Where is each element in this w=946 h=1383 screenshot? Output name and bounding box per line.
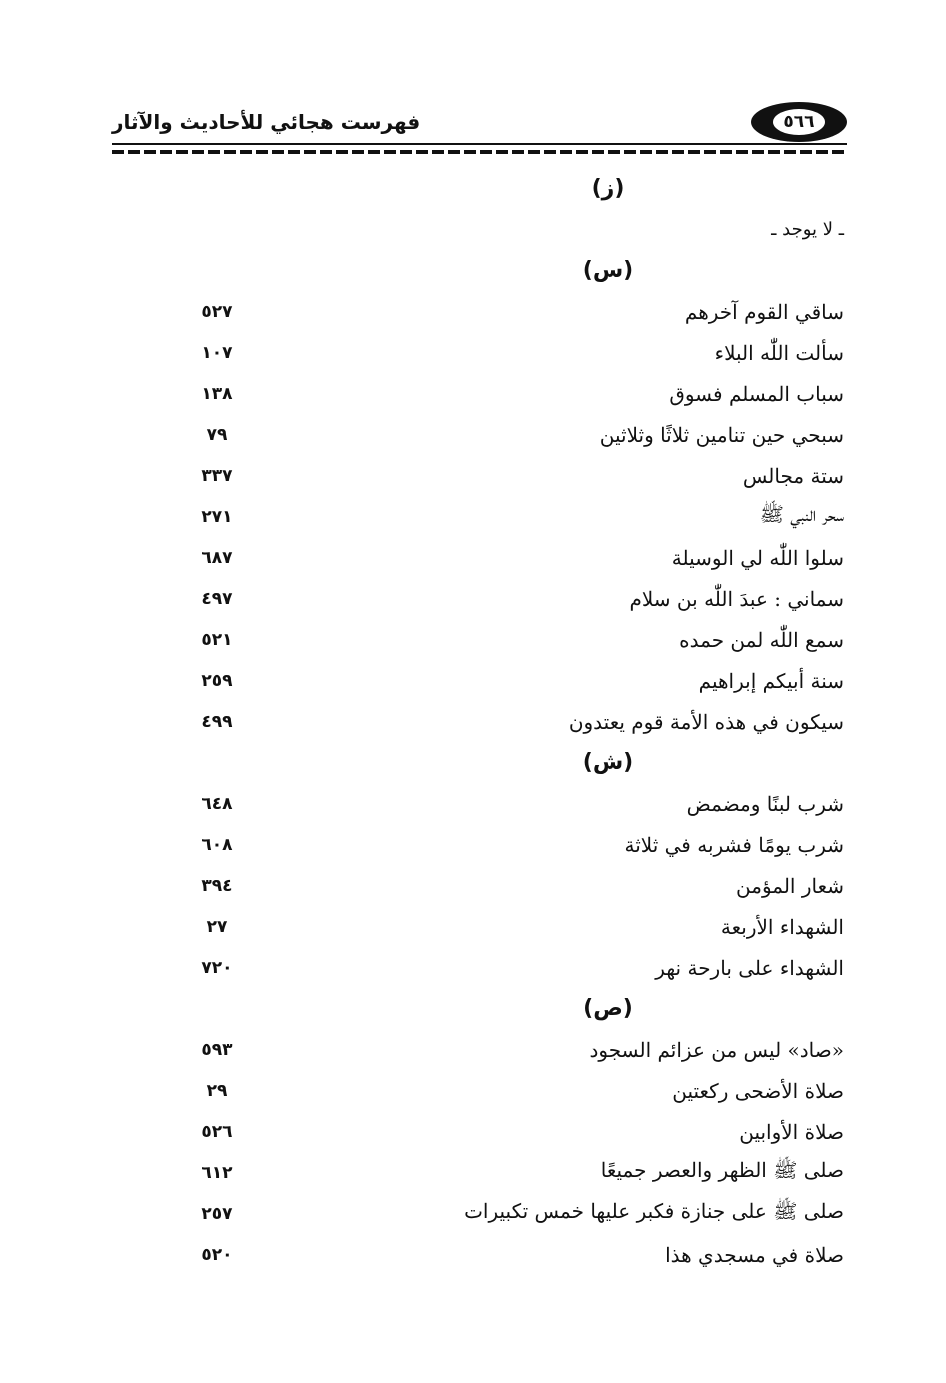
- running-title: فهرست هجائي للأحاديث والآثار: [112, 110, 421, 134]
- section-heading: (ص): [583, 996, 633, 1021]
- index-entry: صلاة الأضحى ركعتين ٢٩: [112, 1070, 844, 1111]
- entry-page-number: ٢٩: [206, 1080, 228, 1101]
- entry-text: شرب يومًا فشربه في ثلاثة: [624, 832, 844, 857]
- entry-text: سلوا اللّٰه لي الوسيلة: [671, 545, 844, 570]
- entry-text: صلاة الأضحى ركعتين: [672, 1078, 844, 1103]
- entry-text: شعار المؤمن: [736, 873, 844, 898]
- index-entry: صلى ﷺ على جنازة فكبر عليها خمس تكبيرات ٢٥…: [112, 1193, 844, 1234]
- empty-note-row: ـ لا يوجد ـ: [112, 209, 844, 250]
- entry-text: سماني : عبدَ اللّٰه بن سلام: [629, 586, 844, 611]
- index-entry: صلاة في مسجدي هذا ٥٢٠: [112, 1234, 844, 1275]
- index-entry: سمع اللّٰه لمن حمده ٥٢١: [112, 619, 844, 660]
- section-heading: (س): [582, 258, 634, 283]
- index-entry: الشهداء على بارحة نهر ٧٢٠: [112, 947, 844, 988]
- entry-page-number: ٧٩: [206, 424, 228, 445]
- entry-page-number: ٤٩٩: [201, 711, 233, 732]
- header-dashed-rule: [112, 150, 847, 154]
- entry-page-number: ٢٧١: [201, 506, 233, 527]
- entry-text: سباب المسلم فسوق: [669, 381, 844, 406]
- entry-text: صلى ﷺ على جنازة فكبر عليها خمس تكبيرات: [464, 1199, 844, 1223]
- index-entry: سنة أبيكم إبراهيم ٢٥٩: [112, 660, 844, 701]
- index-entry: ساقي القوم آخرهم ٥٢٧: [112, 291, 844, 332]
- entry-page-number: ٣٣٧: [201, 465, 233, 486]
- entry-text: سحر النبي ﷺ: [759, 502, 844, 526]
- entry-text: الشهداء على بارحة نهر: [655, 955, 844, 980]
- entry-page-number: ٤٩٧: [201, 588, 233, 609]
- index-entry: صلى ﷺ الظهر والعصر جميعًا ٦١٢: [112, 1152, 844, 1193]
- index-entry: «صاد» ليس من عزائم السجود ٥٩٣: [112, 1029, 844, 1070]
- index-entry: سبحي حين تنامين ثلاثًا وثلاثين ٧٩: [112, 414, 844, 455]
- section-heading: (ش): [582, 750, 634, 775]
- index-entry: سحر النبي ﷺ ٢٧١: [112, 496, 844, 537]
- entry-text: «صاد» ليس من عزائم السجود: [589, 1037, 845, 1062]
- entry-page-number: ٥٩٣: [201, 1039, 233, 1060]
- entry-page-number: ٢٥٩: [201, 670, 233, 691]
- entry-text: سمع اللّٰه لمن حمده: [679, 627, 844, 652]
- entry-page-number: ٧٢٠: [201, 957, 233, 978]
- entry-text: ستة مجالس: [742, 463, 844, 488]
- entry-text: صلاة الأوابين: [739, 1119, 844, 1144]
- index-entry: سلوا اللّٰه لي الوسيلة ٦٨٧: [112, 537, 844, 578]
- header-rule: [112, 143, 847, 145]
- entry-text: صلاة في مسجدي هذا: [665, 1242, 844, 1267]
- entry-page-number: ٦٨٧: [201, 547, 233, 568]
- entry-page-number: ٥٢٧: [201, 301, 233, 322]
- index-entry: ستة مجالس ٣٣٧: [112, 455, 844, 496]
- index-entry: الشهداء الأربعة ٢٧: [112, 906, 844, 947]
- index-entry: شرب لبنًا ومضمض ٦٤٨: [112, 783, 844, 824]
- entry-page-number: ٥٢٠: [201, 1244, 233, 1265]
- section-heading: (ز): [591, 176, 625, 201]
- index-entry: شرب يومًا فشربه في ثلاثة ٦٠٨: [112, 824, 844, 865]
- entry-text: سألت اللّٰه البلاء: [714, 340, 844, 365]
- index-entry: صلاة الأوابين ٥٢٦: [112, 1111, 844, 1152]
- empty-note: ـ لا يوجد ـ: [771, 219, 844, 240]
- entry-page-number: ٥٢١: [201, 629, 233, 650]
- page-header: ٥٦٦ فهرست هجائي للأحاديث والآثار: [112, 100, 847, 146]
- index-entry: سيكون في هذه الأمة قوم يعتدون ٤٩٩: [112, 701, 844, 742]
- entry-text: الشهداء الأربعة: [720, 914, 844, 939]
- index-entry: سباب المسلم فسوق ١٣٨: [112, 373, 844, 414]
- entry-page-number: ٣٩٤: [201, 875, 233, 896]
- entry-page-number: ٢٥٧: [201, 1203, 233, 1224]
- entry-page-number: ١٣٨: [201, 383, 233, 404]
- entry-page-number: ٥٢٦: [201, 1121, 233, 1142]
- entry-text: ساقي القوم آخرهم: [684, 299, 844, 324]
- page-number: ٥٦٦: [773, 109, 825, 135]
- entry-page-number: ١٠٧: [201, 342, 233, 363]
- index-entry: سماني : عبدَ اللّٰه بن سلام ٤٩٧: [112, 578, 844, 619]
- index-entry: سألت اللّٰه البلاء ١٠٧: [112, 332, 844, 373]
- entry-page-number: ٦٠٨: [201, 834, 233, 855]
- index-content: (ز) ـ لا يوجد ـ (س) ساقي القوم آخرهم ٥٢٧ سألت…: [112, 168, 844, 1275]
- entry-text: سيكون في هذه الأمة قوم يعتدون: [568, 709, 844, 734]
- index-entry: شعار المؤمن ٣٩٤: [112, 865, 844, 906]
- entry-text: صلى ﷺ الظهر والعصر جميعًا: [600, 1158, 844, 1182]
- entry-page-number: ٦٤٨: [201, 793, 233, 814]
- entry-text: سبحي حين تنامين ثلاثًا وثلاثين: [599, 422, 844, 447]
- entry-page-number: ٢٧: [206, 916, 228, 937]
- entry-text: سنة أبيكم إبراهيم: [698, 668, 844, 693]
- page-number-badge: ٥٦٦: [751, 102, 847, 142]
- entry-text: شرب لبنًا ومضمض: [686, 791, 844, 816]
- entry-page-number: ٦١٢: [201, 1162, 233, 1183]
